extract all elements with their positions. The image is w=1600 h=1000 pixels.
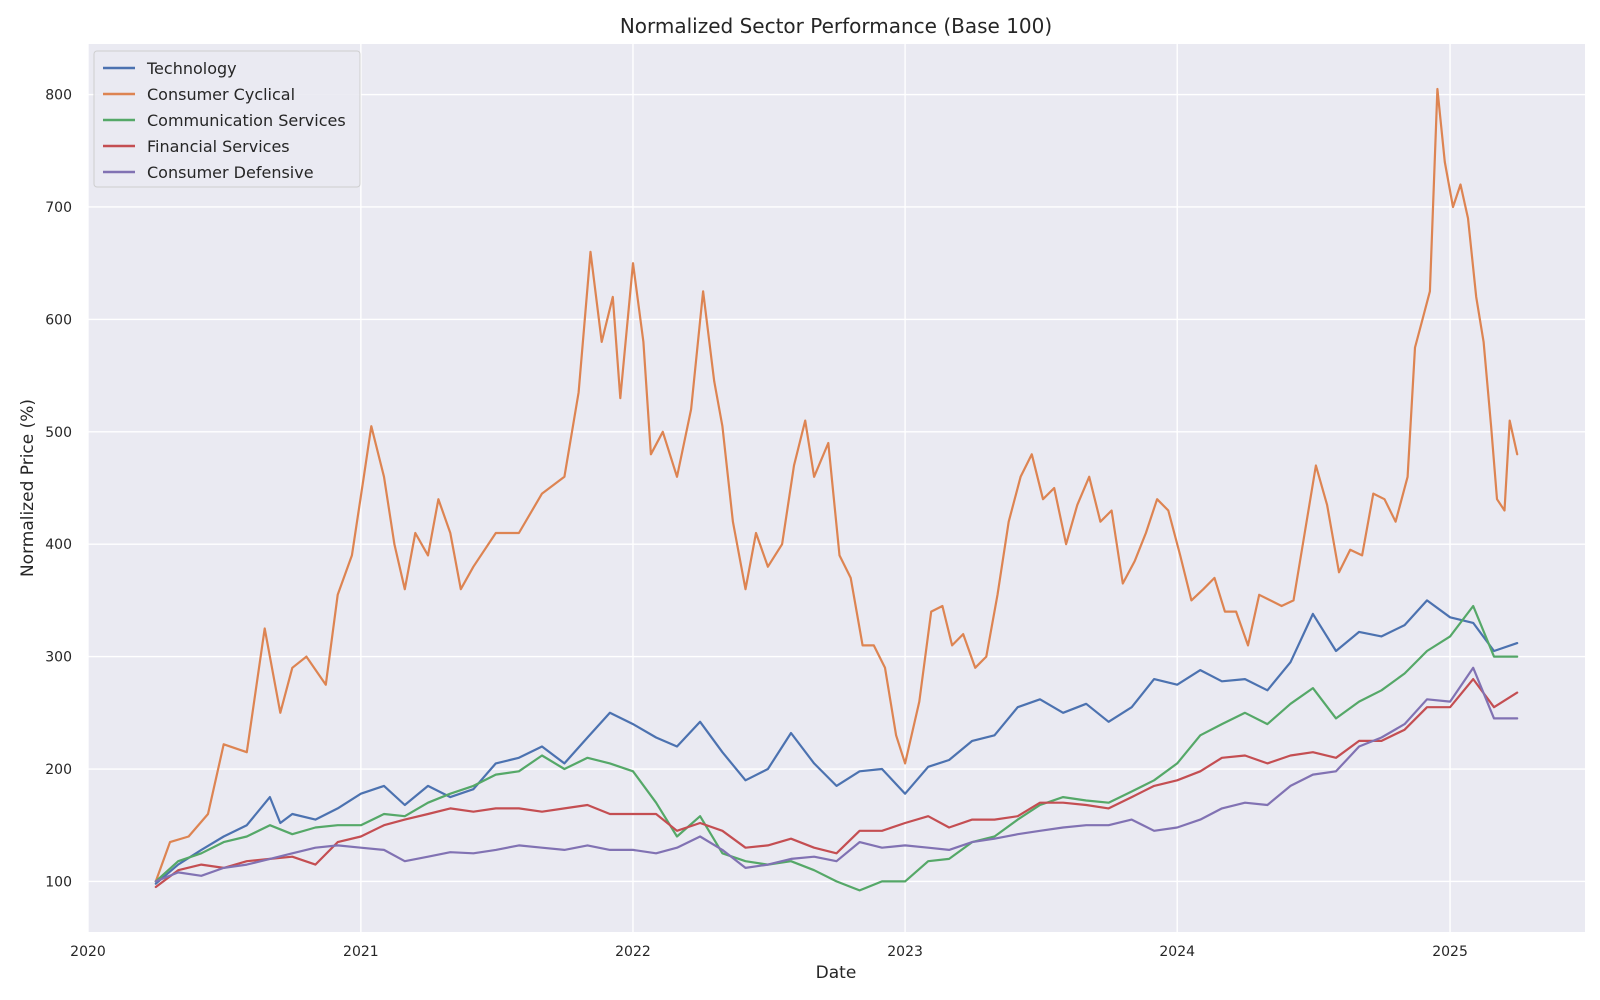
grid: [87, 44, 1585, 932]
series-line-communication-services: [154, 604, 1519, 892]
y-tick-label: 300: [45, 650, 72, 666]
x-tick-label: 2022: [615, 944, 651, 960]
y-tick-label: 500: [45, 425, 72, 441]
y-axis-label: Normalized Price (%): [18, 399, 38, 577]
x-tick-label: 2024: [1159, 944, 1195, 960]
y-tick-label: 100: [45, 874, 72, 890]
y-tick-label: 400: [45, 537, 72, 553]
y-tick-label: 200: [45, 762, 72, 778]
y-tick-label: 700: [45, 200, 72, 216]
x-tick-label: 2025: [1432, 944, 1468, 960]
legend-entry: Technology: [146, 59, 237, 78]
series-line-technology: [154, 599, 1519, 885]
y-axis-ticks: 100 200 300 400 500 600 700 800: [45, 88, 72, 891]
legend-entry: Consumer Defensive: [147, 163, 314, 182]
series-line-financial-services: [154, 678, 1519, 889]
y-tick-label: 800: [45, 88, 72, 104]
x-tick-label: 2023: [887, 944, 923, 960]
plot-area: [88, 44, 1585, 932]
series-line-consumer-defensive: [154, 666, 1519, 883]
legend-entry: Communication Services: [147, 111, 346, 130]
x-axis-ticks: 2020 2021 2022 2023 2024 2025: [70, 944, 1468, 960]
chart-title: Normalized Sector Performance (Base 100): [620, 14, 1052, 38]
x-axis-label: Date: [816, 963, 857, 983]
series-lines: [154, 87, 1519, 892]
legend-box: [93, 50, 361, 188]
x-tick-label: 2021: [343, 944, 379, 960]
legend-entry: Consumer Cyclical: [147, 85, 295, 104]
y-tick-label: 600: [45, 312, 72, 328]
series-line-consumer-cyclical: [154, 87, 1519, 883]
legend-entry: Financial Services: [147, 137, 290, 156]
legend: Technology Consumer Cyclical Communication…: [93, 50, 361, 188]
x-tick-label: 2020: [70, 944, 106, 960]
